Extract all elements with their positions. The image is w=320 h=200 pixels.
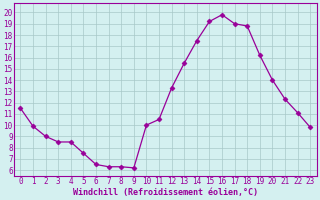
X-axis label: Windchill (Refroidissement éolien,°C): Windchill (Refroidissement éolien,°C) [73, 188, 258, 197]
